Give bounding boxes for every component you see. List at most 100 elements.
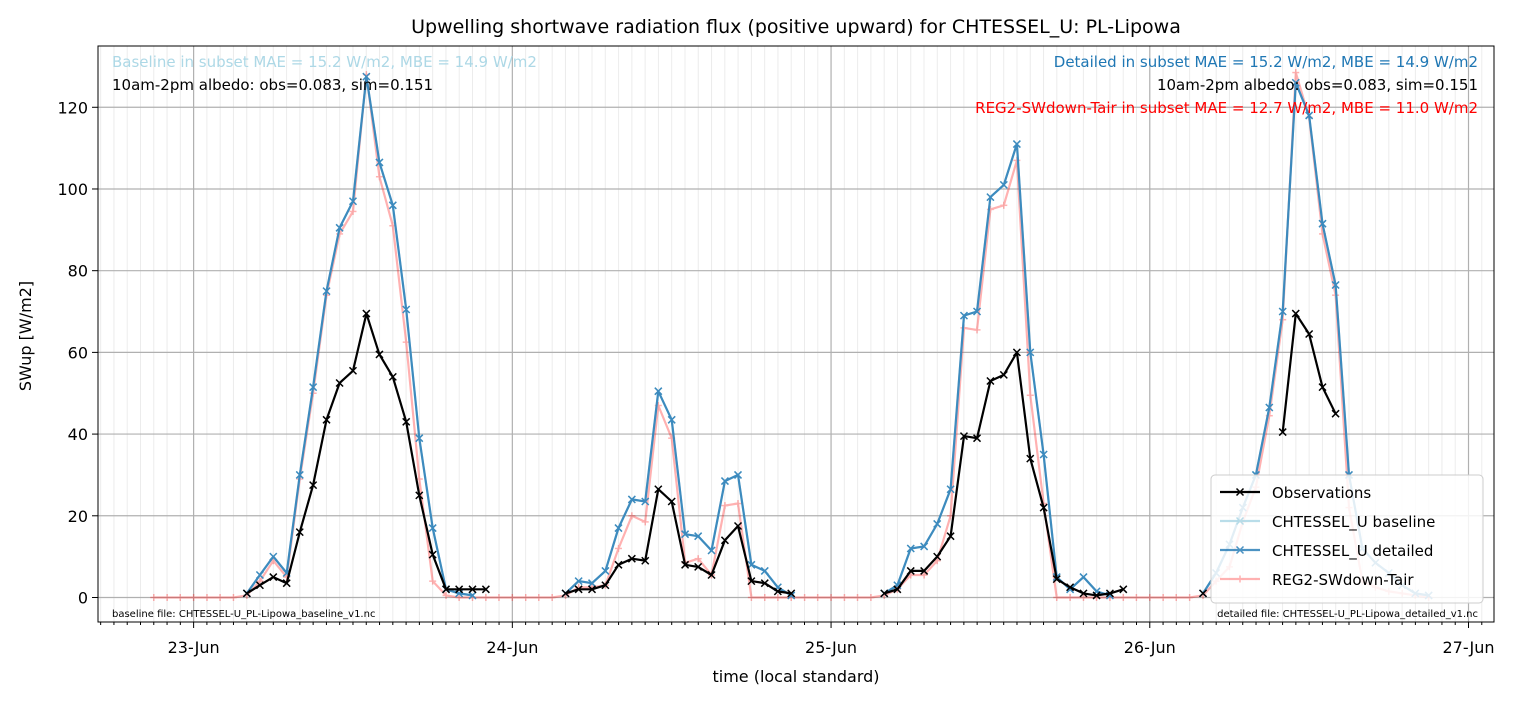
chtessel-detailed-point [415, 434, 424, 443]
reg2-swdown-tair-point [349, 207, 357, 215]
observations-point [720, 536, 729, 545]
reg2-swdown-tair-point [840, 593, 848, 601]
chtessel-detailed-point [959, 311, 968, 320]
chtessel-detailed-point [1278, 307, 1287, 316]
chtessel-detailed-point [309, 383, 318, 392]
chtessel-detailed-point [760, 566, 769, 575]
reg2-swdown-tair-point [1186, 593, 1194, 601]
observations-point [1066, 583, 1075, 592]
chtessel-detailed-point [654, 387, 663, 396]
observations-point [1198, 589, 1208, 598]
x-tick-label: 24-Jun [486, 638, 538, 657]
observations-point [667, 497, 676, 506]
reg2-swdown-tair-point [920, 571, 928, 579]
observations-point [455, 585, 464, 594]
observations-point [295, 528, 304, 537]
chtessel-detailed-point [388, 201, 397, 210]
observations-point [787, 589, 796, 598]
chtessel-detailed-point [933, 519, 942, 528]
chtessel-detailed-point [720, 477, 729, 486]
reg2-swdown-tair-point [163, 593, 171, 601]
chtessel-detailed-point [295, 470, 304, 479]
chtessel-detailed-point [1291, 78, 1300, 87]
chtessel-detailed-point [1305, 111, 1314, 120]
reg2-swdown-tair-point [1292, 69, 1300, 77]
plot-frame [97, 45, 1495, 623]
legend-swatch [1220, 516, 1260, 526]
chtessel-detailed-point [322, 287, 331, 296]
observations-point [348, 366, 358, 375]
reg2-swdown-tair-point [1000, 201, 1008, 209]
observations-point [1105, 589, 1114, 598]
reg2-swdown-tair-point [150, 593, 158, 601]
chtessel-detailed-point [1265, 403, 1274, 412]
reg2-swdown-tair-point [548, 593, 556, 601]
observations-series [242, 309, 1340, 600]
baseline-file-note: baseline file: CHTESSEL-U_PL-Lipowa_base… [112, 609, 375, 620]
reg2-swdown-tair-point [216, 593, 224, 601]
observations-point [335, 378, 344, 388]
legend-label: CHTESSEL_U detailed [1272, 542, 1433, 561]
observations-point [707, 570, 716, 580]
observations-point [442, 585, 451, 594]
reg2-swdown-tair-point [1053, 593, 1061, 601]
legend-observations-point [1235, 487, 1245, 497]
reg2-swdown-tair-point [176, 593, 184, 601]
legend-box [1210, 474, 1484, 604]
observations-point [614, 560, 623, 569]
reg2-swdown-tair-point [1146, 593, 1154, 601]
observations-point [587, 585, 597, 594]
observations-point [362, 309, 371, 318]
y-axis-label: SWup [W/m2] [16, 281, 35, 391]
y-tick-label: 100 [57, 180, 88, 199]
detailed-albedo-annotation: 10am-2pm albedo: obs=0.083, sim=0.151 [1157, 76, 1478, 94]
chtessel-detailed-point [1079, 573, 1088, 582]
chtessel-detailed-point [1331, 280, 1340, 290]
legend-item-reg2-swdown-tair: REG2-SWdown-Tair [1220, 571, 1414, 589]
chtessel-detailed-point [906, 544, 915, 553]
observations-point [1278, 428, 1287, 437]
chtessel-detailed-point [574, 577, 583, 586]
observations-point [1039, 503, 1048, 512]
x-tick-label: 27-Jun [1442, 638, 1494, 657]
chtessel-detailed-point [375, 158, 384, 167]
observations-point [1092, 591, 1101, 600]
observations-point [760, 579, 769, 588]
reg2-swdown-tair-point [774, 593, 782, 601]
reg2-swdown-tair-point [190, 593, 198, 601]
observations-point [282, 579, 291, 588]
reg2-swdown-tair-point [203, 593, 211, 601]
observations-point [999, 370, 1008, 379]
observations-point [627, 554, 636, 563]
observations-point [309, 481, 318, 490]
observations-point [933, 552, 942, 561]
reg2-swdown-tair-point [854, 593, 862, 601]
observations-point [946, 532, 955, 541]
chtessel-detailed-point [733, 470, 743, 479]
chtessel-detailed-point [614, 524, 623, 533]
detailed-file-note: detailed file: CHTESSEL-U_PL-Lipowa_deta… [1217, 609, 1478, 620]
y-tick-label: 80 [68, 262, 88, 281]
x-tick-label: 25-Jun [805, 638, 857, 657]
observations-point [1012, 348, 1021, 357]
chtessel-detailed-point [255, 570, 264, 580]
reg2-swdown-tair-point [827, 593, 835, 601]
chtessel-detailed-point [269, 552, 278, 561]
observations-point [880, 589, 889, 598]
reg2-swdown-tair-point [1159, 593, 1167, 601]
observations-point [269, 573, 278, 582]
observations-point [322, 415, 331, 424]
reg2-swdown-tair-point [495, 593, 503, 601]
chtessel-detailed-point [641, 497, 650, 506]
reg2-swdown-tair-point [375, 173, 383, 181]
legend-item-chtessel-detailed: CHTESSEL_U detailed [1220, 542, 1433, 561]
legend-chtessel-detailed-point [1235, 545, 1245, 555]
reg2-swdown-tair-point [734, 500, 742, 508]
chtessel-detailed-point [362, 72, 371, 81]
y-tick-label: 60 [68, 343, 88, 362]
reg2-swdown-tair-point [229, 593, 237, 601]
baseline-stats-annotation: Baseline in subset MAE = 15.2 W/m2, MBE … [112, 53, 537, 71]
chtessel-detailed-point [1318, 219, 1327, 228]
observations-point [375, 350, 384, 359]
reg2-swdown-tair-point [614, 544, 622, 552]
